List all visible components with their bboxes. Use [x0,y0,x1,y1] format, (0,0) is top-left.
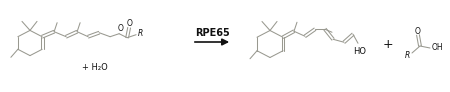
Text: R: R [138,29,143,38]
Text: R: R [405,52,410,61]
Text: RPE65: RPE65 [194,28,230,38]
Text: O: O [126,19,132,28]
Text: OH: OH [431,44,443,53]
Text: O: O [117,24,123,33]
Text: +: + [382,38,393,51]
Text: O: O [415,26,421,36]
Text: HO: HO [354,47,366,56]
Text: + H₂O: + H₂O [82,63,108,72]
